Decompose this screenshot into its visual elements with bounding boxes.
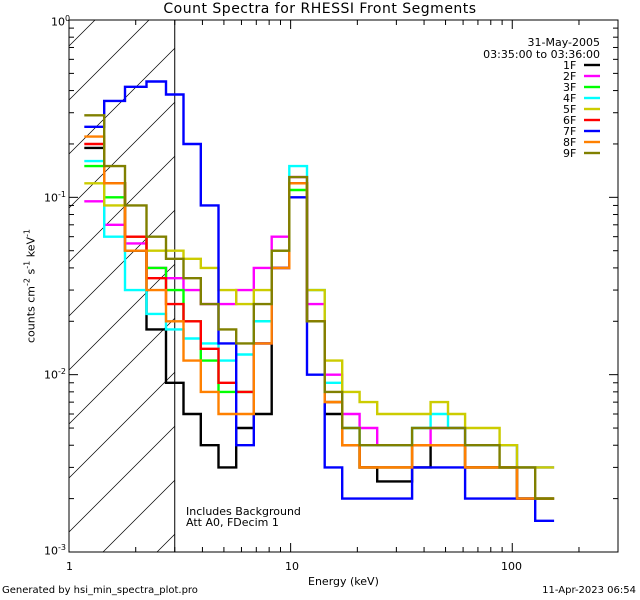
legend-label-7f: 7F (563, 125, 577, 138)
y-tick-label-0.1: 10-1 (44, 190, 66, 205)
series-4f (84, 159, 555, 469)
y-axis-label: counts cm-2 s-1 keV-1 (22, 229, 38, 343)
hatch-line (69, 209, 175, 317)
annotation-background: Includes Background (186, 505, 301, 518)
hatch-line (69, 101, 175, 209)
x-tick-label-10: 10 (285, 560, 299, 573)
hatch-line (69, 47, 175, 155)
y-tick-label-0.001: 10-3 (44, 543, 66, 558)
legend-label-2f: 2F (563, 70, 577, 83)
hatched-region (69, 20, 176, 552)
chart-title: Count Spectra for RHESSI Front Segments (163, 1, 477, 17)
legend-label-6f: 6F (563, 114, 577, 127)
series-8f (84, 135, 555, 500)
series-5f (84, 182, 555, 469)
legend-label-1f: 1F (563, 59, 577, 72)
legend-label-5f: 5F (563, 103, 577, 116)
x-axis-label: Energy (keV) (308, 575, 379, 588)
series-3f (84, 164, 555, 500)
hatch-line (69, 425, 175, 533)
plot-frame (68, 19, 619, 553)
hatch-line (69, 155, 175, 263)
timestamp-label: 11-Apr-2023 06:54 (542, 585, 636, 596)
time-range-label: 03:35:00 to 03:36:00 (483, 48, 600, 61)
hatch-line (69, 371, 175, 479)
legend-label-8f: 8F (563, 136, 577, 149)
series-9f (84, 114, 555, 500)
hatch-line (69, 20, 96, 47)
legend-label-3f: 3F (563, 81, 577, 94)
date-label: 31-May-2005 (527, 36, 600, 49)
series-layer (84, 80, 555, 522)
x-tick-label-100: 100 (501, 560, 522, 573)
hatch-line (69, 263, 175, 371)
legend-label-9f: 9F (563, 147, 577, 160)
axis-ticks (68, 20, 619, 553)
y-tick-label-1: 100 (51, 14, 71, 29)
x-tick-label-1: 1 (66, 560, 73, 573)
series-7f (84, 80, 555, 522)
annotation-attenuator: Att A0, FDecim 1 (186, 516, 279, 529)
generated-by-label: Generated by hsi_min_spectra_plot.pro (2, 585, 198, 596)
legend-label-4f: 4F (563, 92, 577, 105)
y-tick-label-0.01: 10-2 (44, 367, 66, 382)
hatch-line (69, 317, 175, 425)
